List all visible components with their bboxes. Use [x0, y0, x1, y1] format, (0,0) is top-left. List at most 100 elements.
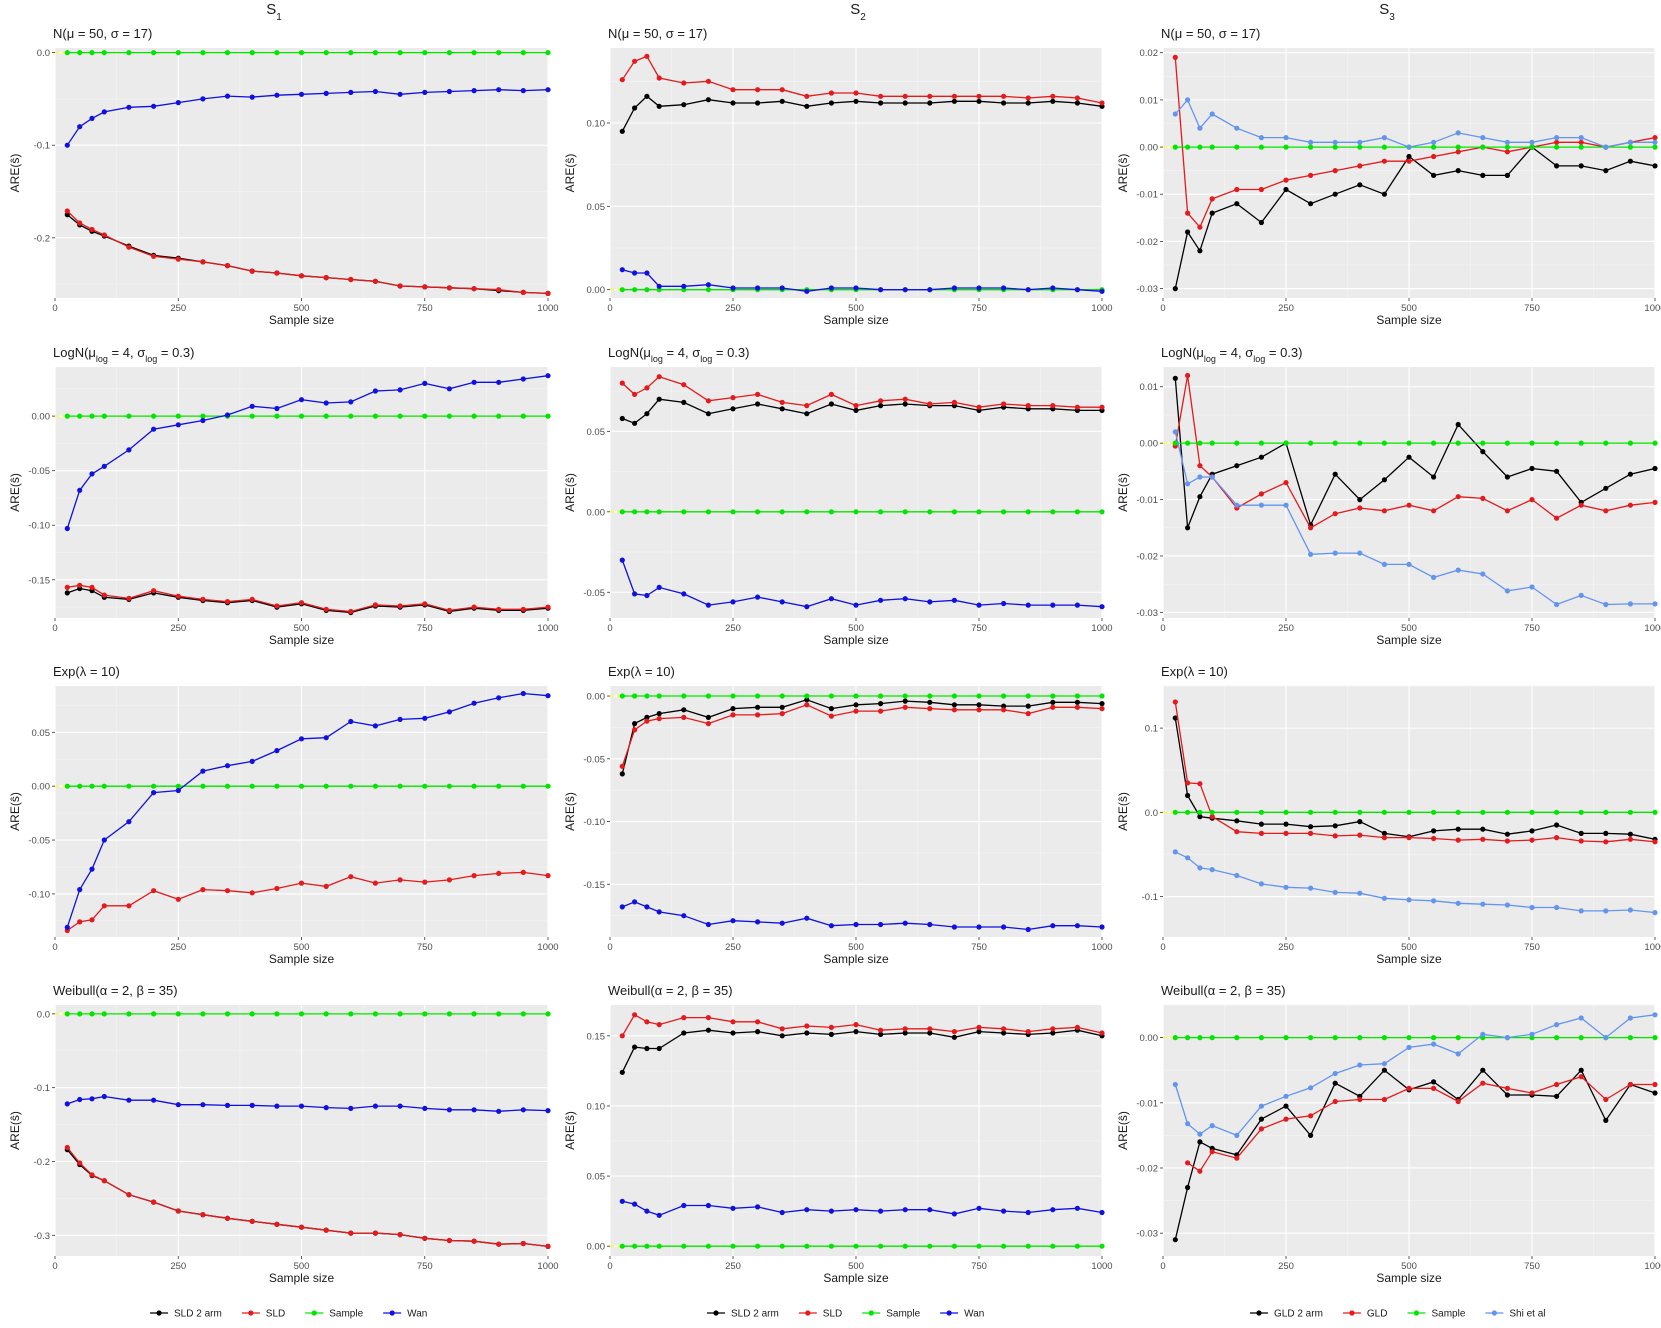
y-tick-label: -0.3	[34, 1231, 50, 1242]
data-point	[1050, 1243, 1056, 1249]
data-point	[496, 50, 502, 56]
panel-r1-c1: 0 250 500 750 1000 0.0 -0.1 -0.2 N(μ = 50, σ = 1…	[8, 26, 559, 327]
data-point	[619, 693, 625, 699]
data-point	[804, 604, 810, 610]
x-tick-label: 0	[52, 623, 57, 634]
data-point	[200, 50, 206, 56]
data-point	[1578, 1067, 1584, 1073]
x-tick-label: 0	[607, 1261, 612, 1272]
data-point	[853, 509, 859, 515]
data-point	[545, 87, 551, 93]
data-point	[705, 398, 712, 404]
data-point	[64, 1101, 70, 1107]
data-point	[1381, 477, 1387, 483]
data-point	[1001, 401, 1007, 407]
data-point	[1603, 1117, 1609, 1123]
data-point	[175, 1011, 181, 1017]
data-point	[1197, 463, 1203, 469]
data-point	[644, 1045, 650, 1052]
series-line-sld	[621, 375, 1102, 408]
data-point	[1603, 1096, 1609, 1103]
series-sample	[1172, 144, 1658, 150]
legend-label: SLD 2 arm	[174, 1309, 222, 1320]
data-point	[224, 263, 231, 269]
data-point	[705, 1202, 712, 1209]
legends: SLD 2 arm SLD Sample Wan SLD 2 arm SLD Sample W…	[150, 1309, 1546, 1320]
data-point	[779, 285, 785, 291]
data-point	[1332, 168, 1338, 174]
y-tick-label: 0.02	[1140, 48, 1159, 59]
y-tick-label: -0.05	[583, 754, 605, 765]
series-line-shi-et-al	[1174, 431, 1655, 606]
data-point	[1234, 502, 1240, 508]
data-point	[1603, 809, 1609, 815]
data-point	[644, 904, 650, 910]
data-point	[397, 1011, 403, 1017]
data-point	[151, 426, 157, 432]
data-point	[1209, 809, 1215, 815]
data-point	[902, 396, 908, 402]
x-tick-label: 250	[725, 303, 741, 314]
data-point	[101, 232, 107, 238]
data-point	[927, 693, 933, 699]
y-tick-label: 0.15	[587, 1031, 606, 1042]
data-point	[1074, 287, 1080, 293]
data-point	[1627, 1035, 1633, 1041]
data-point	[1554, 468, 1560, 474]
data-point	[1050, 699, 1056, 705]
y-tick-label: -0.02	[1136, 1163, 1158, 1174]
legend-item-sld-2-arm: SLD 2 arm	[707, 1309, 779, 1320]
data-point	[1504, 838, 1510, 844]
data-point	[151, 1199, 157, 1205]
y-tick-label: 0.0	[1145, 808, 1158, 819]
data-point	[644, 1243, 650, 1249]
data-point	[976, 509, 982, 515]
data-point	[175, 256, 181, 262]
data-point	[619, 287, 625, 293]
series-wan	[64, 87, 551, 148]
data-point	[1185, 780, 1191, 786]
data-point	[632, 58, 638, 64]
data-point	[1209, 867, 1215, 873]
data-point	[828, 401, 835, 407]
legend-item-sld: SLD	[241, 1309, 285, 1320]
y-tick-label: 0.10	[587, 1101, 606, 1112]
svg-text:ARE(ŝ): ARE(ŝ)	[563, 1111, 577, 1150]
data-point	[323, 90, 329, 96]
data-point	[705, 721, 712, 727]
data-point	[1234, 463, 1240, 469]
data-point	[730, 1243, 736, 1249]
data-point	[755, 391, 761, 397]
data-point	[298, 736, 305, 742]
data-point	[372, 880, 378, 886]
data-point	[644, 1208, 650, 1214]
data-point	[1209, 814, 1215, 820]
data-point	[101, 837, 107, 843]
data-point	[1050, 602, 1056, 608]
y-tick-label: 0.05	[587, 202, 606, 213]
data-point	[1172, 375, 1178, 381]
series-gld	[1185, 1074, 1658, 1174]
data-point	[274, 405, 280, 412]
series-wan	[619, 557, 1105, 610]
data-point	[1406, 158, 1412, 164]
x-tick-label: 250	[170, 942, 186, 953]
y-tick-label: -0.2	[34, 1157, 50, 1168]
legend-item-wan: Wan	[940, 1309, 984, 1320]
data-point	[951, 693, 958, 699]
data-point	[927, 921, 933, 928]
series-line-shi-et-al	[1175, 851, 1656, 914]
x-tick-label: 500	[848, 623, 864, 634]
data-point	[175, 422, 181, 428]
data-point	[779, 1209, 785, 1216]
data-point	[779, 711, 785, 717]
series-line-gld-2-arm	[1174, 717, 1656, 840]
data-point	[619, 771, 625, 777]
data-point	[1406, 809, 1412, 815]
x-tick-label: 500	[848, 303, 864, 314]
data-point	[348, 413, 354, 419]
data-point	[878, 403, 884, 409]
data-point	[1001, 600, 1007, 607]
data-point	[878, 100, 884, 106]
data-point	[1185, 1184, 1191, 1191]
